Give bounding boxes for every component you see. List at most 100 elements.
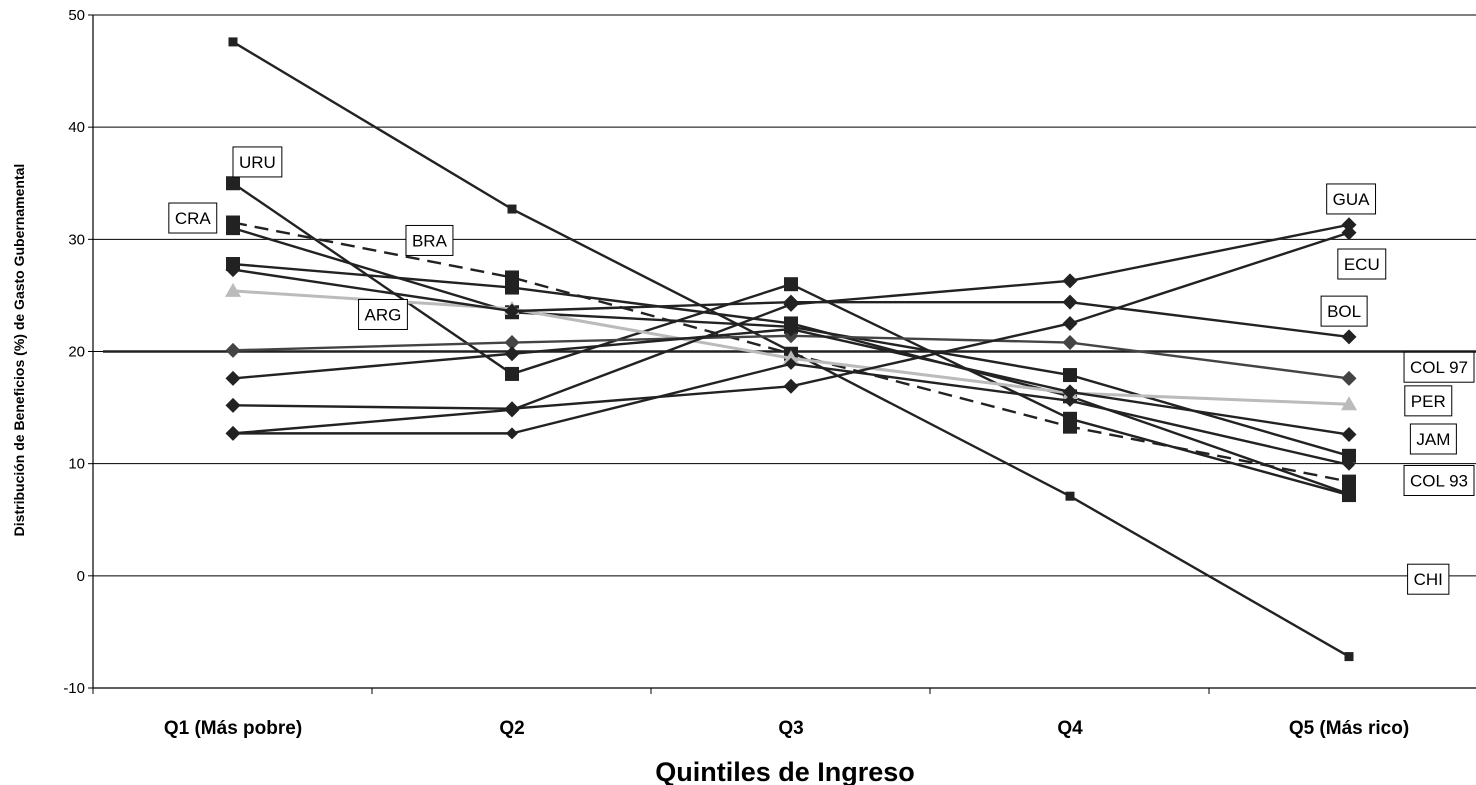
data-point-bra [1063, 368, 1077, 383]
data-point-col-93 [785, 357, 797, 370]
annotation-col-97: COL 97 [1403, 351, 1475, 383]
data-point-ecu [504, 401, 520, 417]
annotation-box [1407, 563, 1450, 595]
annotation-ecu: ECU [1337, 248, 1387, 280]
y-tick-label: 50 [68, 7, 85, 24]
annotation-jam: JAM [1409, 423, 1457, 455]
annotation-text: URU [239, 153, 276, 172]
y-tick-label: 40 [68, 119, 85, 136]
annotation-bra: BRA [405, 224, 454, 256]
data-point-gua [1062, 273, 1078, 289]
x-tick-label: Q1 (Más pobre) [164, 718, 302, 739]
annotation-text: PER [1411, 392, 1446, 411]
annotation-text: BRA [412, 231, 448, 250]
x-tick-label: Q2 [499, 718, 524, 739]
data-point-uru [505, 366, 519, 381]
data-point-col-93 [506, 427, 518, 440]
y-tick-label: 20 [68, 344, 85, 361]
series-col-93 [227, 357, 1355, 471]
data-point-col-97 [1062, 335, 1078, 351]
series-layer [225, 37, 1357, 662]
data-point-col-93 [1343, 458, 1355, 471]
data-point-jam [504, 346, 520, 362]
series-jam [225, 321, 1357, 443]
data-point-col-93 [1064, 394, 1076, 407]
data-point-bra [1342, 448, 1356, 463]
data-point-bra [226, 221, 240, 236]
data-point-uru [226, 176, 240, 191]
data-point-col-97 [1341, 370, 1357, 386]
y-tick-label: 10 [68, 456, 85, 473]
data-point-bol [1062, 294, 1078, 310]
data-point-chi [1344, 652, 1354, 662]
data-point-bol [504, 303, 520, 319]
data-point-arg [1342, 486, 1356, 501]
annotation-box [405, 224, 454, 256]
series-gua [225, 217, 1357, 441]
data-point-per [1341, 396, 1357, 411]
data-point-ecu [1341, 225, 1357, 241]
series-ecu [225, 225, 1357, 417]
data-point-gua [1341, 217, 1357, 233]
annotation-text: ARG [365, 305, 402, 324]
data-point-arg [505, 280, 519, 295]
data-point-jam [783, 321, 799, 337]
data-point-ecu [1062, 315, 1078, 331]
annotation-text: COL 97 [1410, 358, 1468, 377]
y-tick-label: 30 [68, 231, 85, 248]
data-point-jam [225, 370, 241, 386]
data-point-per [225, 282, 241, 297]
annotation-per: PER [1404, 385, 1453, 417]
data-point-chi [228, 37, 238, 47]
annotation-box [358, 298, 408, 330]
annotation-text: JAM [1416, 430, 1450, 449]
annotation-gua: GUA [1326, 183, 1377, 215]
annotation-box [1403, 464, 1475, 496]
annotation-box [1403, 351, 1475, 383]
x-axis-title: Quintiles de Ingreso [655, 757, 915, 785]
annotation-labels: URU CRA BRA ARG GUA ECU BOL COL 97 PER JAM COL 93 C… [168, 146, 1475, 595]
annotation-box [1326, 183, 1377, 215]
annotation-arg: ARG [358, 298, 408, 330]
annotation-text: CRA [175, 209, 212, 228]
annotation-col-93: COL 93 [1403, 464, 1475, 496]
data-point-jam [1341, 427, 1357, 443]
annotation-box [1320, 295, 1368, 327]
annotation-cra: CRA [168, 202, 218, 234]
data-point-cra [1063, 419, 1077, 434]
data-point-bol [225, 262, 241, 278]
annotation-uru: URU [232, 146, 283, 178]
annotation-text: COL 93 [1410, 471, 1468, 490]
annotation-chi: CHI [1407, 563, 1450, 595]
data-point-ecu [783, 378, 799, 394]
x-tick-label: Q5 (Más rico) [1289, 718, 1409, 739]
axes: Q1 (Más pobre) Q2 Q3 Q4 Q5 (Más rico) [88, 14, 1476, 739]
annotation-box [168, 202, 218, 234]
data-point-col-93 [227, 427, 239, 440]
data-point-per [783, 350, 799, 365]
data-point-col-97 [504, 335, 520, 351]
annotation-text: BOL [1327, 302, 1361, 321]
y-tick-label: -10 [63, 680, 85, 697]
annotation-text: GUA [1333, 190, 1371, 209]
y-axis-title: Distribución de Beneficios (%) de Gasto … [11, 164, 27, 537]
annotation-box [1409, 423, 1457, 455]
annotation-box [232, 146, 283, 178]
data-point-gua [783, 296, 799, 312]
x-tick-label: Q4 [1057, 718, 1083, 739]
annotation-text: ECU [1344, 255, 1380, 274]
data-point-chi [507, 204, 517, 214]
annotation-box [1404, 385, 1453, 417]
data-point-uru [784, 277, 798, 292]
annotation-text: CHI [1414, 570, 1443, 589]
data-point-cra [1342, 474, 1356, 489]
data-point-ecu [225, 397, 241, 413]
annotation-box [1337, 248, 1387, 280]
data-point-col-97 [225, 342, 241, 358]
annotation-bol: BOL [1320, 295, 1368, 327]
data-point-jam [1062, 384, 1078, 400]
x-tick-label: Q3 [778, 718, 803, 739]
y-tick-label: 0 [77, 568, 85, 585]
data-point-bol [1341, 329, 1357, 345]
